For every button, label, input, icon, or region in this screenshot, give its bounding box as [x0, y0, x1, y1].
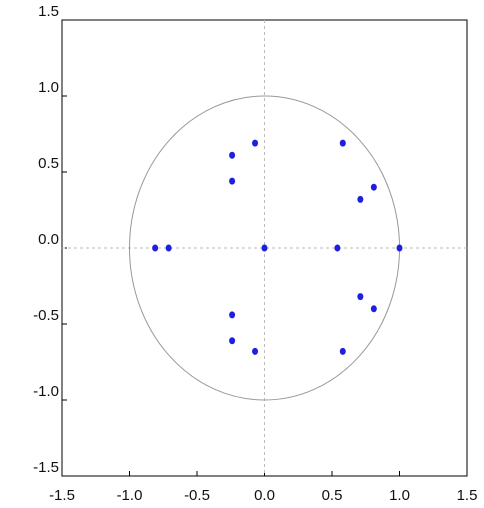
point	[165, 244, 172, 252]
point	[252, 139, 259, 147]
x-tick-label: -1.5	[49, 487, 75, 504]
point	[396, 244, 403, 252]
point	[229, 151, 236, 159]
point	[229, 337, 236, 345]
y-tick-label: 0.0	[38, 231, 59, 248]
y-tick-label: -1.0	[33, 383, 59, 400]
x-tick-label: 1.0	[389, 487, 410, 504]
y-tick-label: -1.5	[33, 459, 59, 476]
point	[229, 177, 236, 185]
point	[357, 293, 364, 301]
point	[339, 139, 346, 147]
point	[370, 305, 377, 313]
point	[261, 244, 268, 252]
x-tick-label: 1.5	[457, 487, 478, 504]
y-tick-label: -0.5	[33, 307, 59, 324]
point	[357, 195, 364, 203]
point	[252, 347, 259, 355]
point	[370, 183, 377, 191]
point	[334, 244, 341, 252]
x-tick-label: -1.0	[117, 487, 143, 504]
x-tick-label: -0.5	[184, 487, 210, 504]
x-tick-label: 0.5	[322, 487, 343, 504]
y-tick-label: 1.0	[38, 79, 59, 96]
point	[339, 347, 346, 355]
point	[152, 244, 159, 252]
point	[229, 311, 236, 319]
x-tick-label: 0.0	[254, 487, 275, 504]
y-tick-label: 0.5	[38, 155, 59, 172]
y-tick-label: 1.5	[38, 3, 59, 20]
